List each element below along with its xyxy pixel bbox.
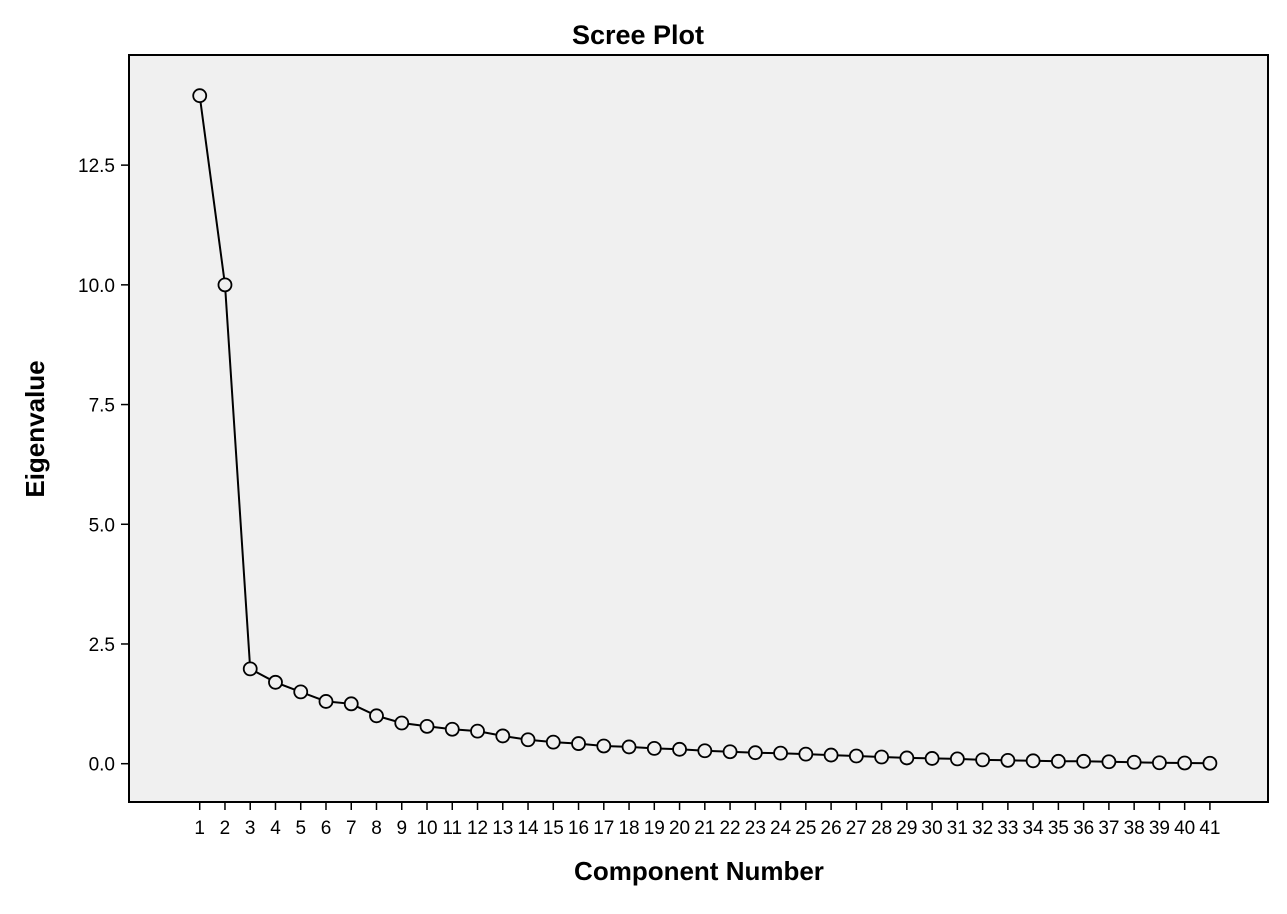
x-tick-label: 25 <box>795 818 816 839</box>
x-tick-label: 22 <box>719 818 740 839</box>
data-point <box>192 88 208 104</box>
data-point <box>899 750 915 766</box>
data-point <box>1076 753 1092 769</box>
data-point <box>697 743 713 759</box>
x-axis: 1 2 3 4 5 6 7 8 9 10 11 12 13 14 15 16 17 18 19 20 21 22 23 24 2… <box>194 802 1220 839</box>
data-point <box>722 744 738 760</box>
y-tick-label: 5.0 <box>89 515 115 536</box>
data-point <box>369 708 384 724</box>
x-tick-label: 12 <box>467 818 488 839</box>
data-point <box>520 732 536 748</box>
data-point <box>773 745 788 761</box>
y-axis: 0.0 2.5 5.0 7.5 10.0 12.5 <box>78 156 129 776</box>
x-tick-label: 34 <box>1023 818 1045 839</box>
data-point <box>1101 754 1117 770</box>
x-tick-label: 37 <box>1098 818 1119 839</box>
series-eigenvalues <box>192 88 1218 771</box>
x-tick-label: 13 <box>492 818 513 839</box>
x-tick-label: 21 <box>694 818 715 839</box>
x-tick-label: 14 <box>517 818 539 839</box>
data-point <box>470 723 485 739</box>
x-tick-label: 28 <box>871 818 892 839</box>
data-point <box>1177 755 1193 771</box>
x-tick-label: 11 <box>442 818 462 839</box>
data-point <box>1000 752 1016 768</box>
data-point <box>975 752 991 768</box>
data-point <box>571 736 586 751</box>
data-point <box>1202 755 1218 771</box>
data-point <box>621 739 637 755</box>
x-tick-label: 16 <box>568 818 589 839</box>
data-point <box>495 728 511 744</box>
x-tick-label: 36 <box>1073 818 1094 839</box>
data-point <box>318 694 334 709</box>
x-tick-label: 2 <box>220 818 231 839</box>
x-tick-label: 6 <box>321 818 332 839</box>
x-tick-label: 24 <box>770 818 792 839</box>
y-tick-label: 10.0 <box>78 276 115 297</box>
x-tick-label: 31 <box>947 818 968 839</box>
data-point <box>293 684 309 700</box>
data-point <box>343 696 359 712</box>
data-point <box>1050 753 1066 769</box>
data-point <box>596 738 612 754</box>
data-point <box>823 747 839 763</box>
data-point <box>848 748 864 764</box>
data-point <box>924 751 940 766</box>
y-tick-label: 12.5 <box>78 156 115 177</box>
data-point <box>268 674 283 690</box>
data-point <box>646 740 662 756</box>
x-tick-label: 32 <box>972 818 993 839</box>
data-point <box>545 734 561 750</box>
data-point <box>242 661 258 677</box>
x-tick-label: 29 <box>896 818 917 839</box>
x-axis-label: Component Number <box>574 856 824 886</box>
data-point <box>1025 753 1041 769</box>
y-tick-label: 7.5 <box>89 396 115 417</box>
x-tick-label: 18 <box>618 818 639 839</box>
x-tick-label: 26 <box>821 818 842 839</box>
x-tick-label: 39 <box>1149 818 1170 839</box>
x-tick-label: 3 <box>245 818 256 839</box>
x-tick-label: 35 <box>1048 818 1069 839</box>
x-tick-label: 4 <box>270 818 281 839</box>
data-point <box>1152 755 1167 771</box>
y-tick-label: 0.0 <box>89 755 115 776</box>
x-tick-label: 27 <box>846 818 867 839</box>
data-point <box>672 741 687 757</box>
x-tick-label: 33 <box>997 818 1018 839</box>
x-tick-label: 38 <box>1124 818 1145 839</box>
x-tick-label: 9 <box>396 818 407 839</box>
x-tick-label: 15 <box>543 818 564 839</box>
data-point <box>949 751 965 767</box>
x-tick-label: 41 <box>1199 818 1220 839</box>
data-point <box>419 718 435 734</box>
data-point <box>444 721 460 737</box>
chart-title: Scree Plot <box>572 20 704 50</box>
x-tick-label: 8 <box>371 818 382 839</box>
x-tick-label: 5 <box>295 818 306 839</box>
y-axis-label: Eigenvalue <box>20 360 50 497</box>
x-tick-label: 10 <box>416 818 437 839</box>
x-tick-label: 30 <box>922 818 943 839</box>
plot-area <box>128 54 1269 803</box>
y-tick-label: 2.5 <box>89 635 115 656</box>
x-tick-label: 40 <box>1174 818 1195 839</box>
data-point <box>394 715 410 731</box>
data-point <box>1126 754 1142 770</box>
data-point <box>798 746 814 762</box>
data-point <box>874 749 889 765</box>
x-tick-label: 7 <box>346 818 357 839</box>
data-point <box>747 745 763 761</box>
x-tick-label: 23 <box>745 818 766 839</box>
x-tick-label: 1 <box>194 818 205 839</box>
x-tick-label: 20 <box>669 818 690 839</box>
data-point <box>217 277 233 293</box>
x-tick-label: 17 <box>593 818 614 839</box>
x-tick-label: 19 <box>644 818 665 839</box>
